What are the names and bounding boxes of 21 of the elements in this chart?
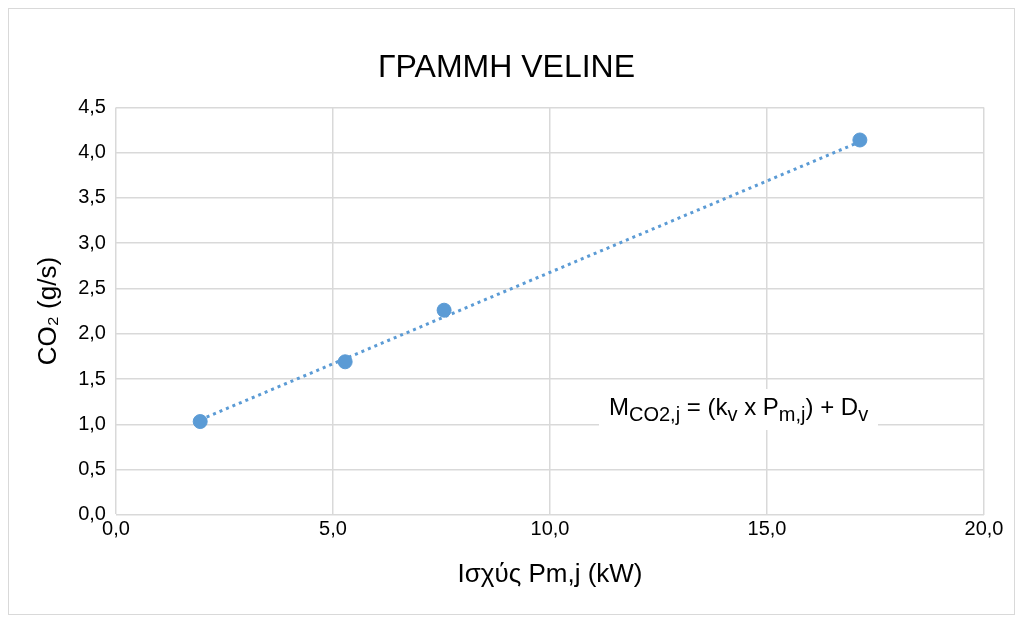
y-tick-label: 0,5 [78,457,106,480]
x-tick-label: 15,0 [747,517,787,540]
point [852,132,868,148]
y-tick-label: 4,5 [78,94,106,117]
y-tick-label: 1,0 [78,411,106,434]
chart-title: ΓΡΑΜΜΗ VELINE [377,48,636,85]
y-tick-label: 3,5 [78,185,106,208]
x-tick-label: 10,0 [530,517,570,540]
y-tick-label: 2,5 [78,275,106,298]
y-tick-label: 1,5 [78,366,106,389]
x-tick-label: 5,0 [319,517,347,540]
y-tick-label: 3,0 [78,230,106,253]
point [436,302,452,318]
point [337,354,353,370]
x-tick-label: 20,0 [964,517,1004,540]
y-tick-label: 2,0 [78,321,106,344]
y-axis-title: CO₂ (g/s) [31,256,62,366]
x-axis-title: Ισχύς Pm,j (kW) [457,557,643,588]
point [192,414,208,430]
y-tick-label: 4,0 [78,140,106,163]
annotation: M$_{CO2,j}$ = (k$_{v}$ x P$_{m,j}$) + D$_{v}$ [599,389,879,430]
